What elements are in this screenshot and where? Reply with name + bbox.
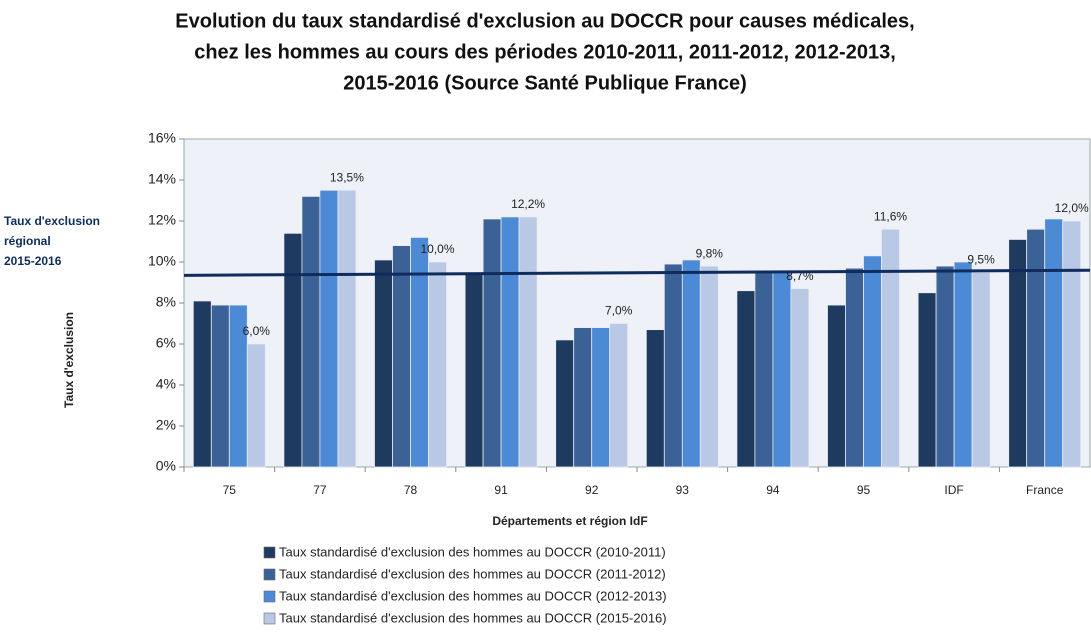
- y-tick-label: 12%: [148, 212, 176, 228]
- bar: [827, 304, 846, 468]
- bar: [283, 232, 303, 468]
- bar: [845, 267, 864, 468]
- data-label: 6,0%: [243, 324, 271, 338]
- data-label: 11,6%: [874, 209, 907, 223]
- bar: [1062, 220, 1082, 468]
- bar: [971, 271, 991, 468]
- bar: [210, 304, 230, 468]
- legend-swatch: [263, 612, 276, 625]
- x-tick-label: 94: [766, 483, 780, 497]
- bar: [754, 271, 774, 468]
- data-label: 10,0%: [420, 242, 454, 256]
- bar: [645, 329, 665, 468]
- bar: [1044, 218, 1064, 468]
- data-label: 12,0%: [1055, 201, 1089, 215]
- x-tick-label: 92: [585, 483, 599, 497]
- bar: [790, 288, 810, 468]
- bar: [609, 323, 629, 468]
- legend-swatch: [263, 546, 276, 559]
- y-tick-label: 16%: [148, 130, 176, 146]
- regional-label: Taux d'exclusion: [4, 214, 100, 228]
- bar: [573, 327, 593, 468]
- bar: [518, 216, 538, 468]
- legend-label: Taux standardisé d'exclusion des hommes …: [279, 610, 667, 625]
- legend-label: Taux standardisé d'exclusion des hommes …: [279, 566, 666, 581]
- data-label: 9,5%: [967, 252, 995, 266]
- bar: [772, 271, 792, 468]
- y-tick-label: 8%: [156, 294, 176, 310]
- bar: [464, 271, 484, 468]
- bar: [917, 292, 937, 468]
- bar: [482, 218, 502, 468]
- legend-label: Taux standardisé d'exclusion des hommes …: [279, 588, 667, 603]
- x-tick-label: 78: [404, 483, 418, 497]
- bar: [1008, 239, 1028, 468]
- bar: [591, 327, 611, 468]
- bar: [410, 236, 429, 468]
- y-tick-label: 6%: [156, 335, 176, 351]
- y-axis-title: Taux d'exclusion: [62, 312, 76, 408]
- bar: [1026, 228, 1046, 468]
- bar: [935, 265, 955, 468]
- bar: [301, 195, 321, 468]
- regional-line: [183, 268, 1091, 277]
- bar: [192, 300, 212, 468]
- bar: [392, 245, 411, 468]
- bar: [374, 259, 393, 468]
- y-tick-label: 2%: [156, 417, 176, 433]
- x-tick-label: France: [1026, 483, 1064, 497]
- data-label: 13,5%: [330, 170, 364, 184]
- y-tick-label: 4%: [156, 376, 176, 392]
- x-axis-title: Départements et région IdF: [492, 514, 647, 528]
- x-tick-label: 77: [313, 483, 327, 497]
- bar: [428, 261, 447, 468]
- chart-title: chez les hommes au cours des périodes 20…: [194, 41, 896, 63]
- bar: [555, 339, 575, 468]
- data-label: 9,8%: [696, 246, 724, 260]
- bar: [736, 290, 756, 468]
- bar: [681, 259, 701, 468]
- bar: [953, 261, 973, 468]
- chart-title: 2015-2016 (Source Santé Publique France): [343, 72, 747, 94]
- legend-swatch: [263, 568, 276, 581]
- bar: [663, 263, 683, 468]
- x-tick-label: 95: [857, 483, 871, 497]
- regional-label: 2015-2016: [4, 254, 62, 268]
- bar: [319, 189, 339, 468]
- bar: [881, 228, 900, 468]
- x-tick-label: 93: [676, 483, 690, 497]
- regional-label: régional: [4, 234, 51, 248]
- legend-label: Taux standardisé d'exclusion des hommes …: [279, 544, 666, 559]
- x-tick-label: 75: [223, 483, 237, 497]
- bar: [246, 343, 266, 468]
- chart-title: Evolution du taux standardisé d'exclusio…: [175, 10, 914, 32]
- x-tick-label: 91: [494, 483, 508, 497]
- y-tick-label: 10%: [148, 253, 176, 269]
- x-tick-label: IDF: [944, 483, 963, 497]
- y-tick-label: 0%: [156, 458, 176, 474]
- data-label: 12,2%: [511, 197, 545, 211]
- bar: [500, 216, 520, 468]
- y-tick-label: 14%: [148, 171, 176, 187]
- bar: [863, 255, 882, 468]
- bar: [699, 265, 719, 468]
- legend-swatch: [263, 590, 276, 603]
- bar: [337, 189, 357, 468]
- data-label: 7,0%: [605, 304, 633, 318]
